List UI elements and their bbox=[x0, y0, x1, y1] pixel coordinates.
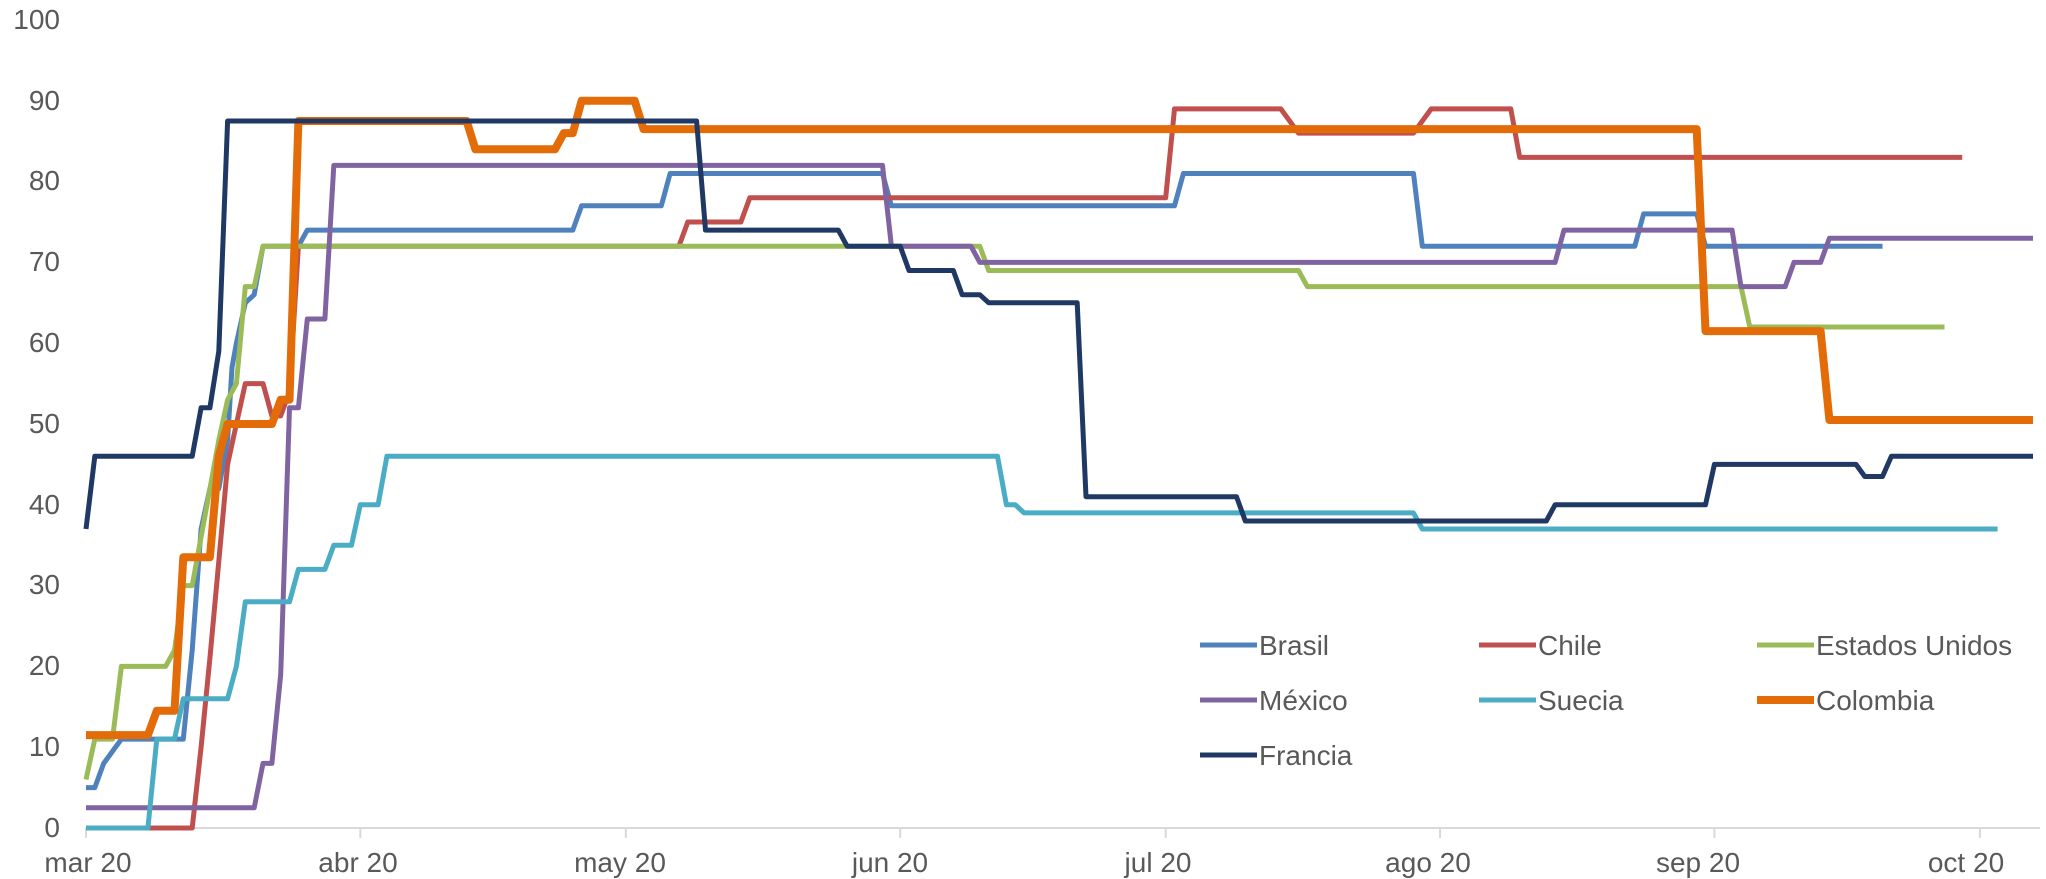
legend-item-colombia: Colombia bbox=[1757, 685, 1935, 716]
x-tick-label: mar 20 bbox=[44, 847, 131, 878]
y-tick-label: 20 bbox=[29, 650, 60, 681]
series-line-mexico bbox=[86, 162, 2033, 811]
x-tick-label: abr 20 bbox=[318, 847, 397, 878]
x-tick-label: sep 20 bbox=[1656, 847, 1740, 878]
series-lines bbox=[83, 96, 2033, 831]
series-line-estados-unidos bbox=[83, 243, 1945, 781]
y-tick-label: 90 bbox=[29, 85, 60, 116]
legend-item-chile: Chile bbox=[1479, 630, 1602, 661]
legend-label: Suecia bbox=[1538, 685, 1624, 716]
y-tick-label: 40 bbox=[29, 489, 60, 520]
legend-label: Estados Unidos bbox=[1816, 630, 2012, 661]
legend-item-mexico: México bbox=[1200, 685, 1348, 716]
series-line-francia bbox=[83, 118, 2033, 530]
x-tick-label: oct 20 bbox=[1928, 847, 2004, 878]
y-tick-label: 70 bbox=[29, 246, 60, 277]
y-tick-label: 10 bbox=[29, 731, 60, 762]
x-axis-ticks bbox=[85, 828, 1981, 838]
legend-item-suecia: Suecia bbox=[1479, 685, 1624, 716]
y-axis: 0 10 20 30 40 50 60 70 80 90 100 bbox=[13, 4, 60, 843]
legend-item-francia: Francia bbox=[1200, 740, 1353, 771]
x-tick-label: jul 20 bbox=[1124, 847, 1192, 878]
series-line-chile bbox=[86, 106, 1963, 831]
y-tick-label: 0 bbox=[44, 812, 60, 843]
y-tick-label: 30 bbox=[29, 569, 60, 600]
y-tick-label: 60 bbox=[29, 327, 60, 358]
legend-label: México bbox=[1259, 685, 1348, 716]
legend-item-estados-unidos: Estados Unidos bbox=[1757, 630, 2012, 661]
legend-item-brasil: Brasil bbox=[1200, 630, 1329, 661]
series-line-suecia bbox=[86, 453, 1998, 831]
y-tick-label: 80 bbox=[29, 165, 60, 196]
legend-label: Francia bbox=[1259, 740, 1353, 771]
legend: Brasil Chile Estados Unidos México Sueci… bbox=[1200, 630, 2012, 771]
legend-label: Chile bbox=[1538, 630, 1602, 661]
legend-label: Brasil bbox=[1259, 630, 1329, 661]
series-line-colombia bbox=[86, 96, 2033, 740]
legend-label: Colombia bbox=[1816, 685, 1935, 716]
y-tick-label: 50 bbox=[29, 408, 60, 439]
x-axis: mar 20 abr 20 may 20 jun 20 jul 20 ago 2… bbox=[44, 847, 2004, 878]
x-tick-label: may 20 bbox=[574, 847, 666, 878]
y-tick-label: 100 bbox=[13, 4, 60, 35]
x-tick-label: ago 20 bbox=[1385, 847, 1471, 878]
x-tick-label: jun 20 bbox=[851, 847, 928, 878]
